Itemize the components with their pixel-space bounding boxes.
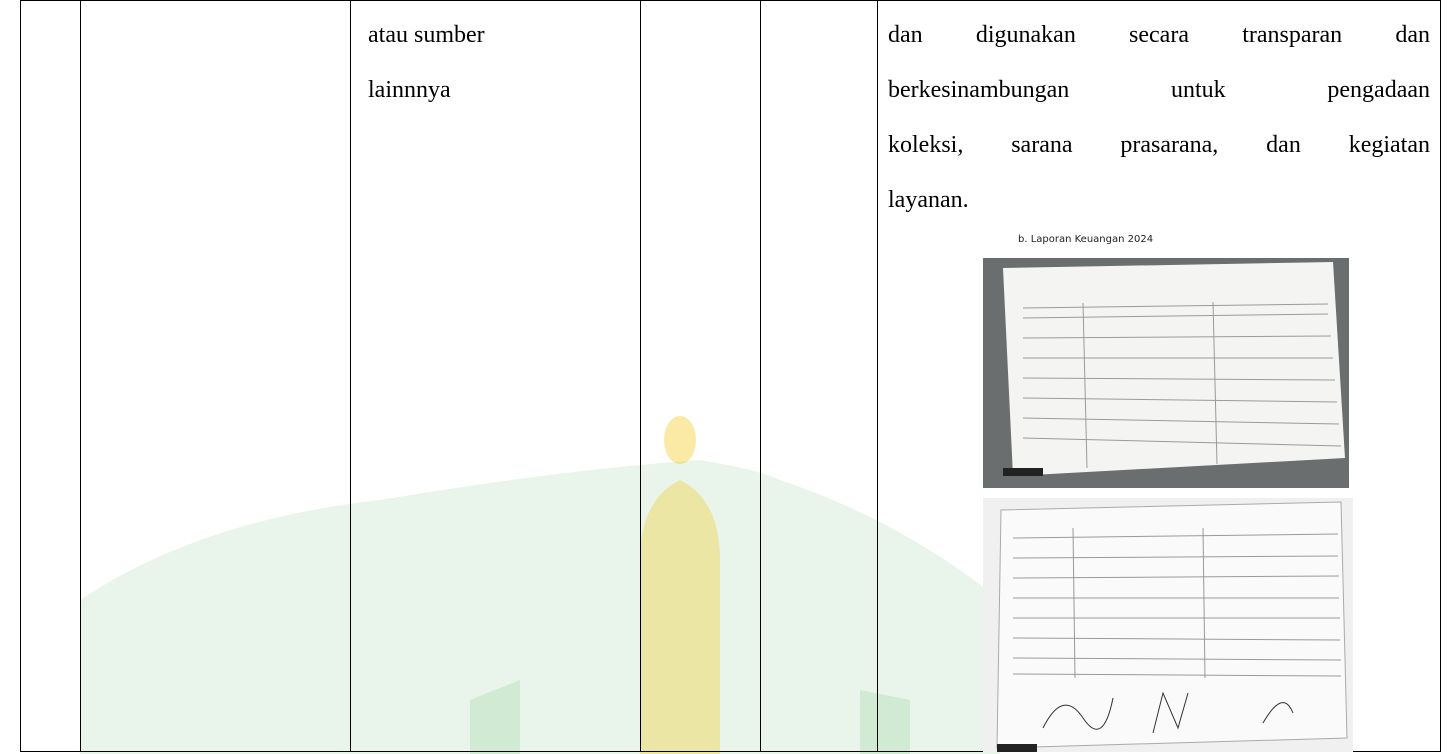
text-line: layanan. xyxy=(888,187,969,213)
border xyxy=(20,0,21,752)
border xyxy=(20,751,1441,752)
border xyxy=(760,0,761,752)
border xyxy=(20,0,1441,1)
figure-caption: b. Laporan Keuangan 2024 xyxy=(1018,234,1154,245)
report-photo xyxy=(983,258,1349,488)
cell-text: dan digunakan secara transparan dan berk… xyxy=(888,8,1430,228)
text-line: atau sumber xyxy=(368,22,485,48)
text-line: dan digunakan secara transparan dan xyxy=(888,22,1430,48)
border xyxy=(877,0,878,752)
border xyxy=(1440,0,1441,752)
cell-text: atau sumber lainnnya xyxy=(368,8,485,118)
report-photo xyxy=(983,498,1353,752)
text-line: koleksi, sarana prasarana, dan kegiatan xyxy=(888,132,1430,158)
text-line: lainnnya xyxy=(368,77,451,103)
border xyxy=(640,0,641,752)
border xyxy=(80,0,81,752)
text-line: berkesinambungan untuk pengadaan xyxy=(888,77,1430,103)
border xyxy=(350,0,351,752)
